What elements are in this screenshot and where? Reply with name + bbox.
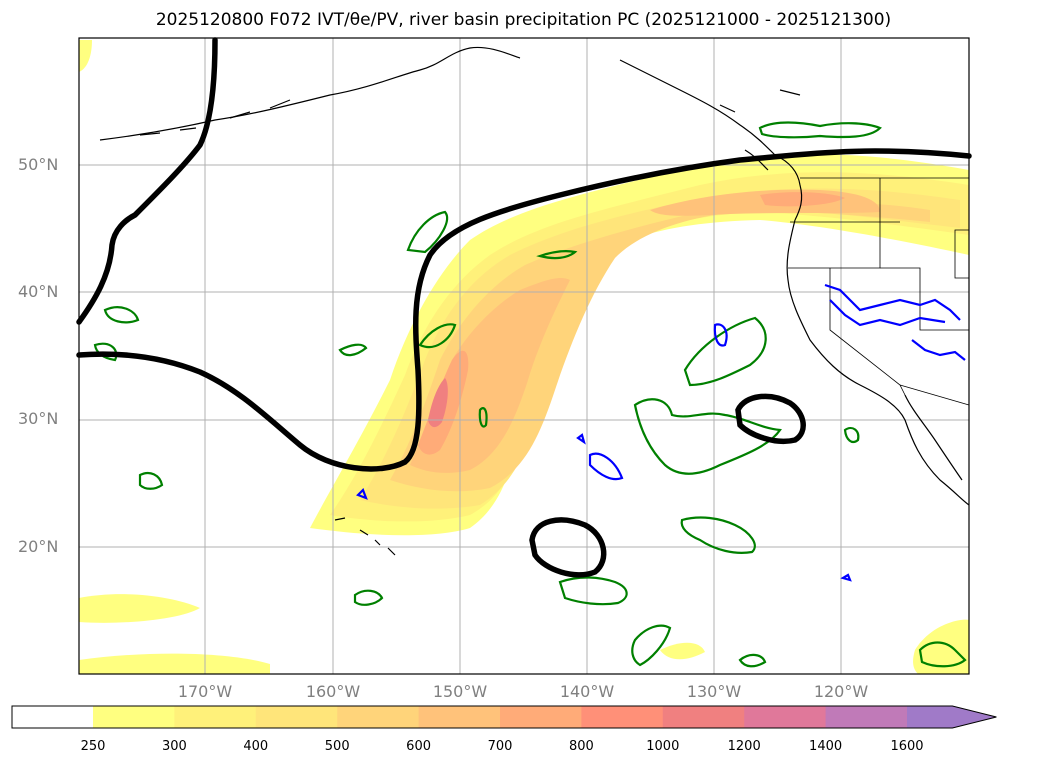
baja-coast [904, 394, 963, 481]
colorbar-label: 800 [568, 739, 594, 754]
aleutians [139, 99, 291, 136]
colorbar-segment [174, 706, 257, 728]
colorbar-segment [337, 706, 420, 728]
coastlines [99, 46, 970, 556]
lat-label-20: 20°N [18, 537, 59, 556]
colorbar-label: 1000 [646, 739, 680, 754]
pv-contours [76, 37, 972, 578]
colorbar-label: 700 [487, 739, 513, 754]
blue-contour-2 [713, 323, 728, 347]
colorbar-label: 1200 [727, 739, 761, 754]
green-contour-17 [536, 250, 578, 260]
blue-contour-1 [588, 452, 624, 481]
green-contour-8 [680, 516, 756, 554]
bc-coast [774, 154, 803, 221]
blue-contour-4 [829, 299, 946, 327]
alaska-coast [99, 46, 776, 156]
us-west-coast [786, 219, 970, 506]
green-contour-5 [418, 323, 457, 349]
green-contour-10 [631, 624, 672, 667]
ivt-patch-se [913, 619, 969, 674]
blue-contours [356, 283, 966, 582]
colorbar-segment [255, 706, 338, 728]
graticule [79, 38, 969, 674]
lon-label-120w: 120°W [813, 682, 869, 701]
lat-label-30: 30°N [18, 409, 59, 428]
ivt-patch-s [79, 653, 270, 674]
colorbar-segment [93, 706, 175, 728]
political-borders [788, 177, 970, 406]
green-contours [93, 121, 967, 668]
ivt-500-band [390, 201, 930, 492]
lon-label-150w: 150°W [432, 682, 488, 701]
state-border-3 [829, 268, 906, 396]
green-contour-12 [138, 471, 164, 490]
blue-contour-6 [356, 488, 368, 500]
colorbar-segment-under [12, 706, 93, 728]
colorbar-label: 1600 [890, 739, 924, 754]
green-contour-18 [478, 407, 488, 428]
map-title: 2025120800 F072 IVT/θe/PV, river basin p… [155, 10, 892, 30]
lat-label-40: 40°N [18, 282, 59, 301]
colorbar-label: 500 [324, 739, 350, 754]
blue-contour-3 [824, 283, 961, 321]
green-contour-4 [338, 343, 368, 357]
pv-contour-nw [76, 37, 218, 325]
ivt-800-core [428, 378, 448, 428]
green-contour-9 [558, 576, 628, 606]
green-contour-3 [93, 342, 118, 362]
blue-contour-5 [911, 339, 966, 361]
green-contour-2 [103, 306, 140, 324]
green-contour-14 [758, 121, 882, 139]
lat-label-50: 50°N [18, 155, 59, 174]
colorbar-segment [581, 706, 664, 728]
lon-label-170w: 170°W [177, 682, 233, 701]
green-contour-16 [738, 653, 767, 668]
pv-contour-ellipse-1 [529, 517, 607, 578]
ivt-patch-nw [79, 40, 92, 72]
lon-label-160w: 160°W [305, 682, 361, 701]
green-contour-7 [633, 398, 782, 475]
colorbar-label: 300 [161, 739, 187, 754]
colorbar-segment-over [907, 706, 997, 728]
green-contour-15 [843, 426, 860, 444]
colorbar-label: 1400 [809, 739, 843, 754]
lon-label-130w: 130°W [686, 682, 742, 701]
colorbar-label: 600 [406, 739, 432, 754]
ivt-patch-s2 [660, 642, 705, 660]
green-contour-13 [918, 641, 967, 668]
colorbar-label: 400 [243, 739, 269, 754]
map-frame [78, 37, 970, 675]
ivt-700-nw [760, 192, 845, 207]
colorbar-segment [418, 706, 501, 728]
colorbar-segment [744, 706, 827, 728]
colorbar-outline [11, 705, 997, 729]
state-border-4 [880, 267, 969, 331]
ivt-patch-sw [79, 594, 200, 623]
ivt-shading [79, 40, 969, 674]
colorbar-segment [500, 706, 582, 728]
lon-label-140w: 140°W [559, 682, 615, 701]
colorbar [11, 705, 997, 729]
blue-contour-8 [840, 573, 852, 582]
blue-contour-7 [576, 433, 586, 445]
state-border-5 [899, 384, 970, 406]
green-contour-1 [406, 210, 449, 254]
colorbar-segment [825, 706, 908, 728]
pv-contour-main [76, 148, 972, 472]
pv-contour-ellipse-2 [735, 393, 806, 444]
colorbar-segment [662, 706, 745, 728]
hawaii [334, 517, 396, 556]
green-contour-11 [353, 589, 384, 606]
colorbar-label: 250 [80, 739, 106, 754]
